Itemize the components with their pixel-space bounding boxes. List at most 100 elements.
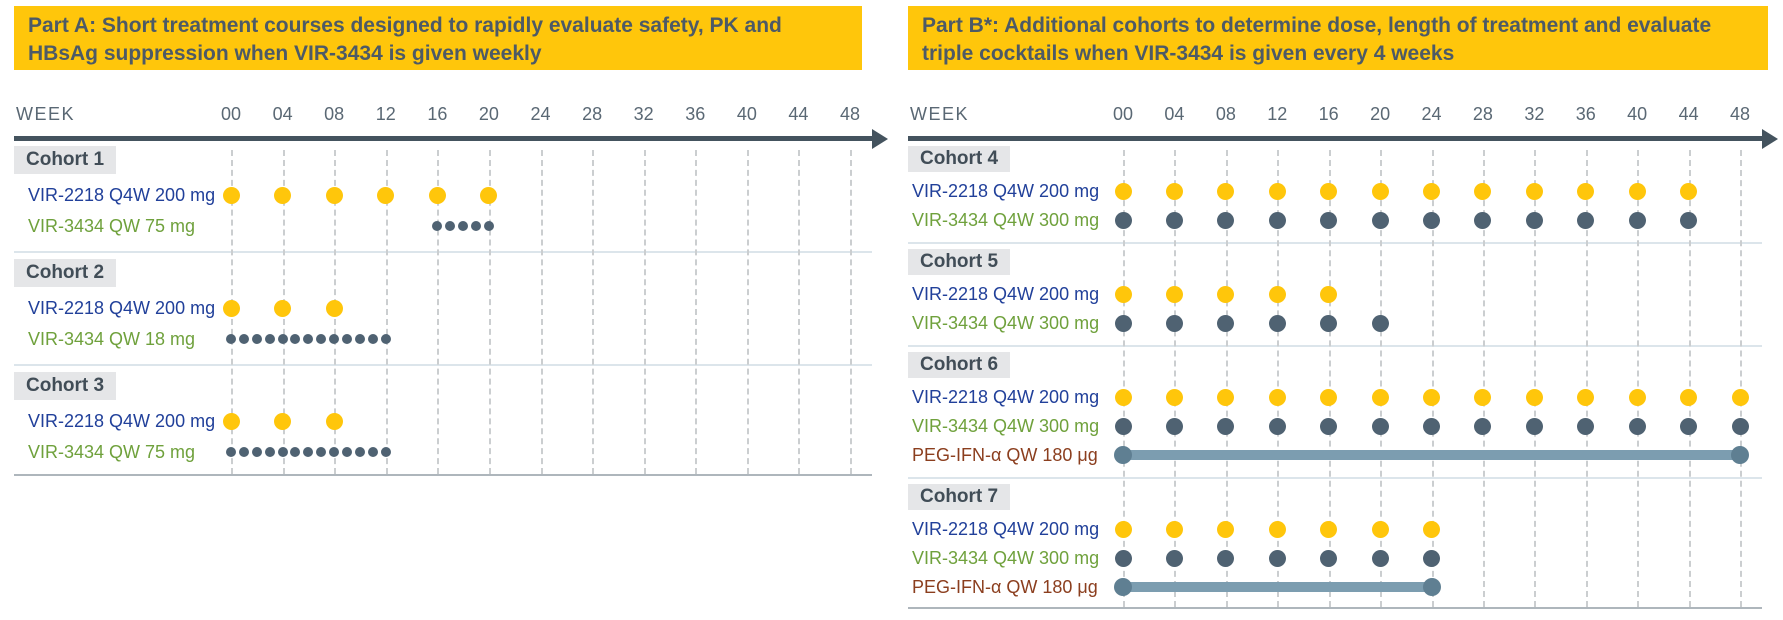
- cohort-separator: [908, 477, 1762, 479]
- week-tick-label: 36: [685, 104, 706, 124]
- part-b-panel: Part B*: Additional cohorts to determine…: [908, 0, 1783, 620]
- dose-dot-yellow: [1680, 388, 1698, 406]
- dose-dot-small: [238, 334, 249, 344]
- dose-dot-yellow: [377, 186, 395, 204]
- week-gridline: [488, 150, 491, 474]
- week-gridline: [746, 150, 749, 474]
- cohort-label: Cohort 7: [908, 484, 1011, 510]
- drug-label: VIR-2218 Q4W 200 mg: [28, 298, 216, 318]
- timeline-axis: [14, 136, 872, 141]
- week-tick-label: 20: [1370, 104, 1391, 124]
- dose-dot-yellow: [1268, 520, 1286, 538]
- week-gridline: [1482, 150, 1485, 607]
- dose-dot-small: [303, 447, 314, 457]
- week-tick-label: 08: [324, 104, 345, 124]
- dose-dot-yellow: [1731, 388, 1749, 406]
- dose-dot-dark: [1217, 211, 1235, 229]
- dose-dot-dark: [1474, 417, 1492, 435]
- dose-dot-yellow: [1114, 285, 1132, 303]
- dose-dot-dark: [1371, 211, 1389, 229]
- dose-dot-small: [367, 447, 378, 457]
- week-tick-label: 04: [1164, 104, 1185, 124]
- week-gridline: [1431, 150, 1434, 607]
- cohort-separator: [908, 242, 1762, 244]
- dose-dot-dark: [1371, 417, 1389, 435]
- week-tick-label: 28: [1472, 104, 1493, 124]
- dose-dot-small: [251, 447, 262, 457]
- drug-label: VIR-3434 Q4W 300 mg: [912, 548, 1100, 568]
- week-gridline: [437, 150, 440, 474]
- dose-dot-yellow: [222, 299, 240, 317]
- dose-dot-small: [445, 221, 456, 231]
- dose-dot-dark: [1268, 417, 1286, 435]
- drug-label: VIR-2218 Q4W 200 mg: [28, 185, 216, 205]
- dose-dot-dark: [1268, 549, 1286, 567]
- dose-dot-small: [251, 334, 262, 344]
- drug-label: VIR-3434 Q4W 300 mg: [912, 210, 1100, 230]
- dose-dot-yellow: [1371, 388, 1389, 406]
- dose-dot-yellow: [1628, 182, 1646, 200]
- dose-dot-yellow: [1217, 182, 1235, 200]
- dose-dot-dark: [1114, 211, 1132, 229]
- part-a-panel: Part A: Short treatment courses designed…: [14, 0, 898, 620]
- dose-dot-yellow: [274, 412, 292, 430]
- drug-label: VIR-3434 QW 75 mg: [28, 442, 196, 462]
- dose-dot-dark: [1320, 549, 1338, 567]
- dose-dot-yellow: [1114, 182, 1132, 200]
- drug-label: PEG-IFN-α QW 180 μg: [912, 577, 1098, 597]
- cohort-label: Cohort 5: [908, 249, 1011, 275]
- week-tick-label: 32: [633, 104, 654, 124]
- dose-dot-yellow: [1165, 182, 1183, 200]
- dose-dot-yellow: [325, 412, 343, 430]
- week-tick-label: 20: [478, 104, 499, 124]
- dose-dot-yellow: [222, 186, 240, 204]
- dose-dot-small: [342, 334, 353, 344]
- dose-dot-dark: [1423, 417, 1440, 435]
- dose-dot-yellow: [1474, 388, 1492, 406]
- week-tick-label: 00: [1112, 104, 1134, 124]
- dose-dot-dark: [1628, 417, 1646, 435]
- dose-dot-yellow: [1268, 388, 1286, 406]
- week-gridline: [1174, 150, 1177, 607]
- week-gridline: [695, 150, 698, 474]
- drug-label: VIR-3434 QW 75 mg: [28, 216, 196, 236]
- dose-dot-dark: [1217, 417, 1235, 435]
- bar-cap: [1422, 578, 1441, 596]
- dose-dot-small: [354, 447, 365, 457]
- week-tick-label: 16: [427, 104, 448, 124]
- dose-dot-small: [458, 221, 469, 231]
- dose-dot-yellow: [480, 186, 498, 204]
- dose-dot-dark: [1320, 211, 1338, 229]
- dose-dot-dark: [1577, 211, 1595, 229]
- cohort-separator: [908, 345, 1762, 347]
- week-gridline: [385, 150, 388, 474]
- drug-label: VIR-2218 Q4W 200 mg: [912, 181, 1100, 201]
- dose-dot-small: [342, 447, 353, 457]
- dose-dot-small: [264, 447, 275, 457]
- week-gridline: [798, 150, 801, 474]
- week-gridline: [1277, 150, 1280, 607]
- week-gridline: [1380, 150, 1383, 607]
- bar-cap: [1731, 446, 1749, 464]
- part-b-banner-title: Part B*: Additional cohorts to determine…: [922, 14, 1712, 65]
- dose-dot-dark: [1525, 211, 1543, 229]
- timeline-axis: [908, 136, 1762, 141]
- week-tick-label: 28: [582, 104, 603, 124]
- dose-dot-yellow: [1165, 285, 1183, 303]
- dose-dot-dark: [1680, 417, 1698, 435]
- cohort-label: Cohort 3: [14, 372, 117, 400]
- week-tick-label: 24: [530, 104, 551, 124]
- dose-dot-dark: [1577, 417, 1595, 435]
- dose-dot-dark: [1423, 549, 1440, 567]
- drug-label: VIR-3434 Q4W 300 mg: [912, 313, 1100, 333]
- dose-dot-yellow: [1371, 182, 1389, 200]
- dose-dot-dark: [1114, 549, 1132, 567]
- dose-dot-yellow: [325, 299, 343, 317]
- dose-dot-yellow: [1114, 520, 1132, 538]
- axis-arrowhead: [872, 129, 888, 149]
- week-tick-label: 44: [788, 104, 809, 124]
- dose-dot-small: [238, 447, 249, 457]
- dose-dot-small: [226, 447, 236, 457]
- bar-cap: [1114, 578, 1132, 596]
- week-tick-label: 40: [1627, 104, 1648, 124]
